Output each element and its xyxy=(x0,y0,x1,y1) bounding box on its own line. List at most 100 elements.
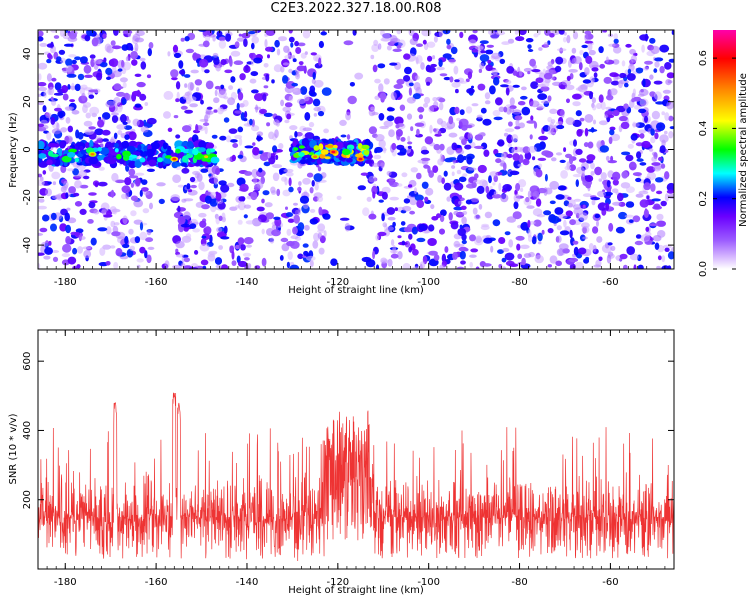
heatmap-cell xyxy=(515,235,525,241)
heatmap-cell xyxy=(263,112,273,117)
heatmap-cell xyxy=(498,237,506,244)
heatmap-cell xyxy=(112,70,122,78)
heatmap-cell xyxy=(180,263,186,267)
heatmap-cell xyxy=(465,106,473,114)
heatmap-cell xyxy=(634,240,644,246)
heatmap-cell xyxy=(609,72,619,78)
heatmap-cell xyxy=(460,260,466,265)
heatmap-cell xyxy=(443,76,451,81)
heatmap-cell xyxy=(569,155,574,165)
heatmap-cell xyxy=(250,71,259,77)
heatmap-cell xyxy=(314,182,319,191)
heatmap-cell xyxy=(427,238,437,246)
heatmap-cell xyxy=(175,134,181,139)
heatmap-cell xyxy=(511,134,519,143)
heatmap-cell xyxy=(476,114,483,119)
heatmap-cell xyxy=(585,72,589,75)
heatmap-cell xyxy=(516,243,521,251)
heatmap-cell xyxy=(139,231,148,241)
heatmap-cell xyxy=(483,149,490,157)
heatmap-cell xyxy=(64,212,70,222)
heatmap-cell xyxy=(46,131,52,141)
heatmap-cell xyxy=(77,132,84,140)
heatmap-cell xyxy=(415,56,419,65)
heatmap-cell xyxy=(587,128,598,132)
heatmap-cell xyxy=(654,132,659,140)
heatmap-cell xyxy=(561,80,572,86)
heatmap-cell xyxy=(537,93,548,100)
heatmap-cell xyxy=(106,45,114,54)
heatmap-cell xyxy=(67,151,76,158)
heatmap-cell xyxy=(526,205,535,209)
heatmap-cell xyxy=(439,102,444,111)
heatmap-cell xyxy=(65,65,73,73)
heatmap-cell xyxy=(239,183,249,192)
heatmap-cell xyxy=(116,91,126,97)
heatmap-cell xyxy=(381,33,391,42)
heatmap-cell xyxy=(440,120,447,128)
heatmap-cell xyxy=(372,250,376,260)
heatmap-cell xyxy=(407,141,413,145)
heatmap-cell xyxy=(390,253,399,259)
heatmap-cell xyxy=(658,156,663,162)
heatmap-cell xyxy=(639,34,649,41)
y-tick-label: -20 xyxy=(22,189,33,205)
heatmap-cell xyxy=(180,162,187,167)
heatmap-cell xyxy=(304,224,310,231)
heatmap-cell xyxy=(659,65,665,74)
heatmap-cell xyxy=(429,124,433,134)
y-tick-label: 200 xyxy=(22,490,33,509)
heatmap-cell xyxy=(661,111,665,116)
heatmap-cell xyxy=(38,262,41,269)
heatmap-cell xyxy=(629,253,639,261)
heatmap-cell xyxy=(205,80,214,90)
heatmap-cell xyxy=(512,109,522,115)
heatmap-cell xyxy=(416,199,425,209)
heatmap-cell xyxy=(560,109,565,118)
heatmap-cell xyxy=(38,173,43,178)
heatmap-cell xyxy=(550,215,560,224)
heatmap-cell xyxy=(541,229,545,235)
heatmap-cell xyxy=(470,248,479,253)
heatmap-cell xyxy=(628,219,634,223)
heatmap-cell xyxy=(77,73,85,81)
heatmap-cell xyxy=(186,96,197,102)
heatmap-cell xyxy=(547,228,554,234)
heatmap-cell xyxy=(625,43,632,48)
heatmap-cell xyxy=(515,118,520,128)
heatmap-cell xyxy=(612,179,619,186)
heatmap-cell xyxy=(599,145,609,153)
heatmap-cell xyxy=(562,36,567,43)
heatmap-cell xyxy=(65,236,71,245)
heatmap-cell xyxy=(392,48,402,52)
heatmap-cell xyxy=(555,194,565,200)
heatmap-cell xyxy=(63,180,69,189)
heatmap-cell xyxy=(513,193,521,203)
heatmap-cell xyxy=(134,43,139,52)
heatmap-cell xyxy=(254,265,261,269)
heatmap-cell xyxy=(587,141,594,149)
heatmap-cell xyxy=(596,102,602,110)
heatmap-cell xyxy=(47,143,58,148)
heatmap-cell xyxy=(578,62,583,71)
heatmap-cell xyxy=(495,158,502,164)
heatmap-cell xyxy=(466,124,473,129)
heatmap-cell xyxy=(532,190,540,200)
heatmap-cell xyxy=(126,119,131,124)
heatmap-cell xyxy=(139,57,146,62)
heatmap-cell xyxy=(65,58,73,67)
heatmap-cell xyxy=(527,71,531,75)
heatmap-cell xyxy=(234,41,240,48)
heatmap-cell xyxy=(527,219,531,228)
heatmap-cell xyxy=(664,62,672,70)
heatmap-cell xyxy=(294,40,299,47)
heatmap-cell xyxy=(292,58,297,63)
heatmap-cell xyxy=(635,67,644,74)
heatmap-cell xyxy=(403,198,411,204)
heatmap-cell xyxy=(236,255,241,264)
heatmap-x-axis-label: Height of straight line (km) xyxy=(288,285,424,296)
heatmap-cell xyxy=(84,34,91,42)
heatmap-cell xyxy=(493,191,498,196)
heatmap-cell xyxy=(177,216,186,225)
heatmap-cell xyxy=(620,121,630,130)
